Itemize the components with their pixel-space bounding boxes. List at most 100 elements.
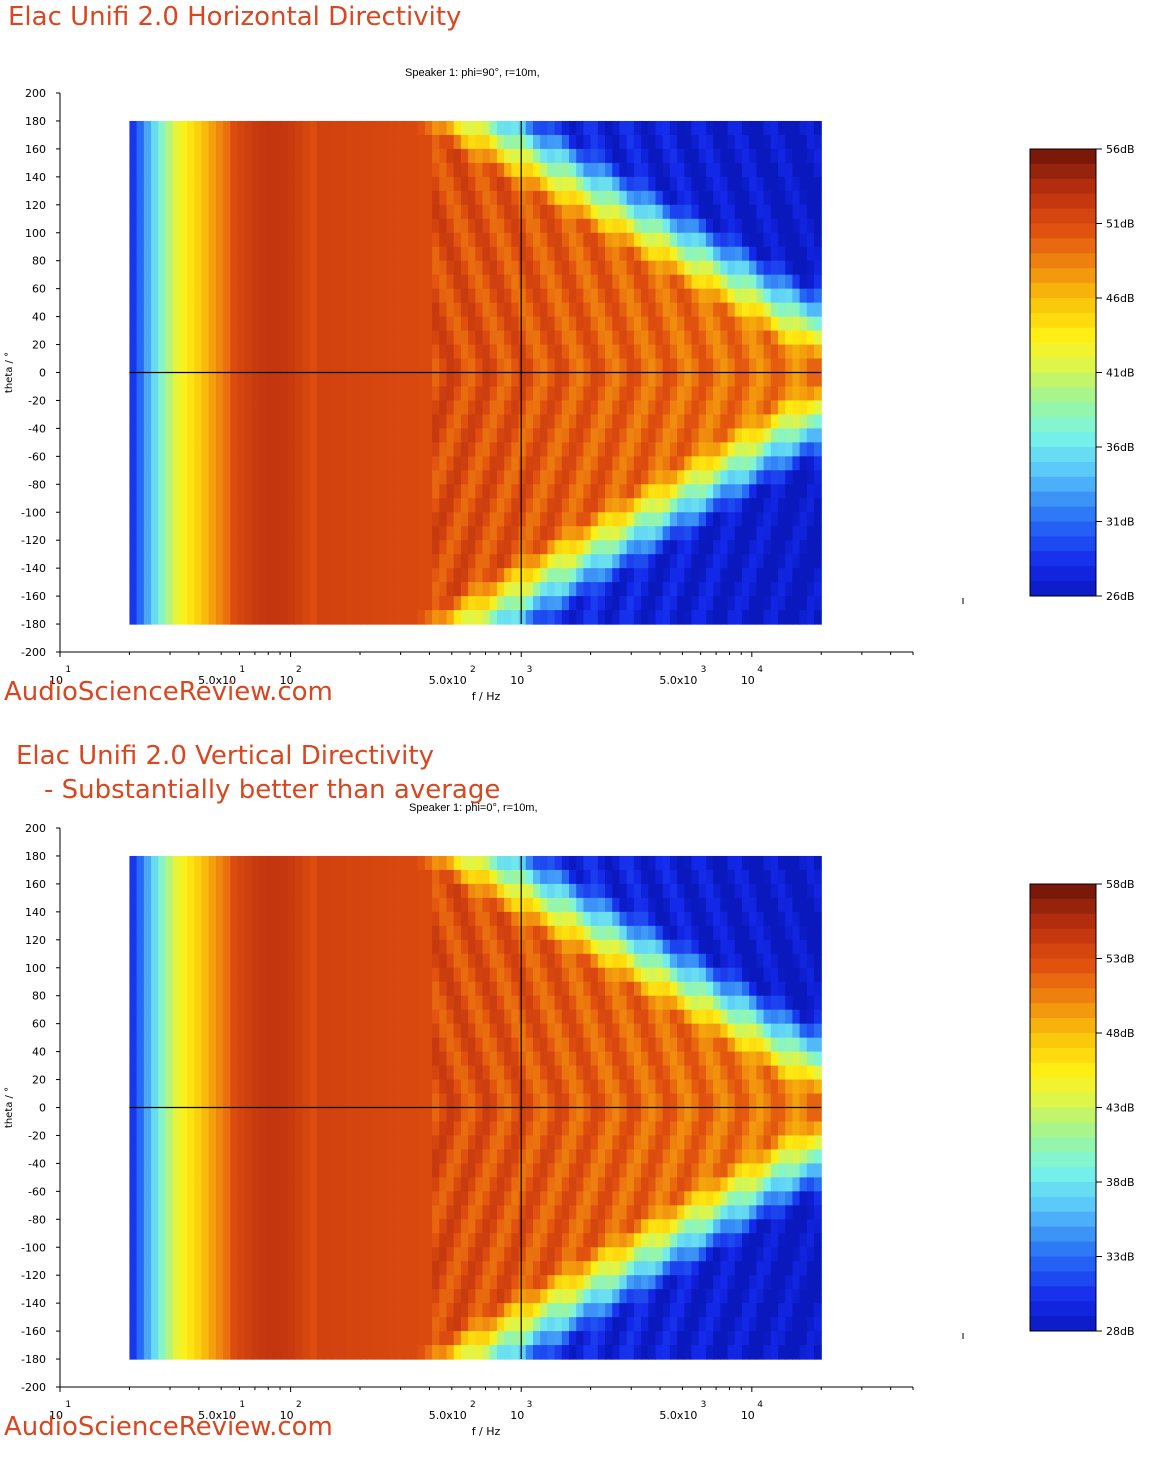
heatmap-cell <box>165 898 173 913</box>
heatmap-cell <box>670 331 678 346</box>
heatmap-cell <box>396 610 404 625</box>
heatmap-cell <box>699 512 707 527</box>
heatmap-cell <box>317 1261 325 1276</box>
heatmap-cell <box>194 1080 202 1095</box>
heatmap-cell <box>641 540 649 555</box>
heatmap-cell <box>338 498 346 513</box>
heatmap-cell <box>591 191 599 206</box>
heatmap-cell <box>302 149 310 164</box>
heatmap-cell <box>735 261 743 276</box>
heatmap-cell <box>706 498 714 513</box>
heatmap-cell <box>648 247 656 262</box>
heatmap-cell <box>396 191 404 206</box>
heatmap-cell <box>201 414 209 429</box>
heatmap-cell <box>158 870 166 885</box>
heatmap-cell <box>302 1080 310 1095</box>
heatmap-cell <box>706 177 714 192</box>
heatmap-cell <box>526 345 534 360</box>
heatmap-cell <box>324 121 332 136</box>
heatmap-cell <box>209 289 217 304</box>
heatmap-cell <box>317 1275 325 1290</box>
heatmap-cell <box>382 317 390 332</box>
heatmap-cell <box>569 149 577 164</box>
heatmap-cell <box>230 1121 238 1136</box>
heatmap-cell <box>367 926 375 941</box>
heatmap-cell <box>756 205 764 220</box>
heatmap-cell <box>562 373 570 388</box>
heatmap-cell <box>598 582 606 597</box>
heatmap-cell <box>576 163 584 178</box>
heatmap-cell <box>129 163 137 178</box>
heatmap-cell <box>389 1303 397 1318</box>
heatmap-cell <box>403 219 411 234</box>
heatmap-cell <box>165 954 173 969</box>
heatmap-cell <box>454 345 462 360</box>
heatmap-cell <box>238 289 246 304</box>
heatmap-cell <box>389 177 397 192</box>
heatmap-cell <box>410 373 418 388</box>
heatmap-cell <box>259 233 267 248</box>
heatmap-cell <box>432 289 440 304</box>
heatmap-cell <box>216 261 224 276</box>
heatmap-cell <box>382 121 390 136</box>
heatmap-cell <box>447 303 455 318</box>
heatmap-cell <box>331 1149 339 1164</box>
heatmap-cell <box>346 996 354 1011</box>
heatmap-cell <box>454 317 462 332</box>
heatmap-cell <box>360 135 368 150</box>
heatmap-cell <box>209 191 217 206</box>
heatmap-cell <box>692 261 700 276</box>
heatmap-cell <box>374 163 382 178</box>
heatmap-cell <box>447 512 455 527</box>
heatmap-cell <box>317 610 325 625</box>
heatmap-cell <box>209 1135 217 1150</box>
heatmap-cell <box>663 512 671 527</box>
heatmap-cell <box>295 954 303 969</box>
heatmap-cell <box>396 484 404 499</box>
heatmap-cell <box>187 1261 195 1276</box>
heatmap-cell <box>742 345 750 360</box>
heatmap-cell <box>302 442 310 457</box>
heatmap-cell <box>252 149 260 164</box>
heatmap-cell <box>583 470 591 485</box>
heatmap-cell <box>338 1261 346 1276</box>
heatmap-cell <box>158 345 166 360</box>
heatmap-cell <box>245 289 253 304</box>
heatmap-cell <box>576 317 584 332</box>
heatmap-cell <box>245 359 253 374</box>
heatmap-cell <box>389 1024 397 1039</box>
heatmap-cell <box>324 1205 332 1220</box>
heatmap-cell <box>187 856 195 871</box>
heatmap-cell <box>389 1149 397 1164</box>
heatmap-cell <box>216 1135 224 1150</box>
heatmap-cell <box>274 1149 282 1164</box>
heatmap-cell <box>158 1024 166 1039</box>
heatmap-cell <box>627 470 635 485</box>
heatmap-cell <box>338 1345 346 1360</box>
heatmap-cell <box>641 442 649 457</box>
heatmap-cell <box>475 414 483 429</box>
heatmap-cell <box>547 261 555 276</box>
heatmap-cell <box>144 526 152 541</box>
heatmap-cell <box>425 428 433 443</box>
heatmap-cell <box>129 303 137 318</box>
heatmap-cell <box>230 303 238 318</box>
heatmap-cell <box>655 456 663 471</box>
heatmap-cell <box>346 1345 354 1360</box>
heatmap-cell <box>223 345 231 360</box>
heatmap-cell <box>180 1247 188 1262</box>
heatmap-cell <box>735 289 743 304</box>
heatmap-cell <box>302 1205 310 1220</box>
heatmap-cell <box>180 1149 188 1164</box>
heatmap-cell <box>151 303 159 318</box>
heatmap-cell <box>317 1052 325 1067</box>
heatmap-cell <box>180 1108 188 1123</box>
heatmap-cell <box>490 359 498 374</box>
heatmap-cell <box>324 1177 332 1192</box>
heatmap-cell <box>483 428 491 443</box>
heatmap-cell <box>374 968 382 983</box>
heatmap-cell <box>432 400 440 415</box>
heatmap-cell <box>627 526 635 541</box>
heatmap-cell <box>483 191 491 206</box>
